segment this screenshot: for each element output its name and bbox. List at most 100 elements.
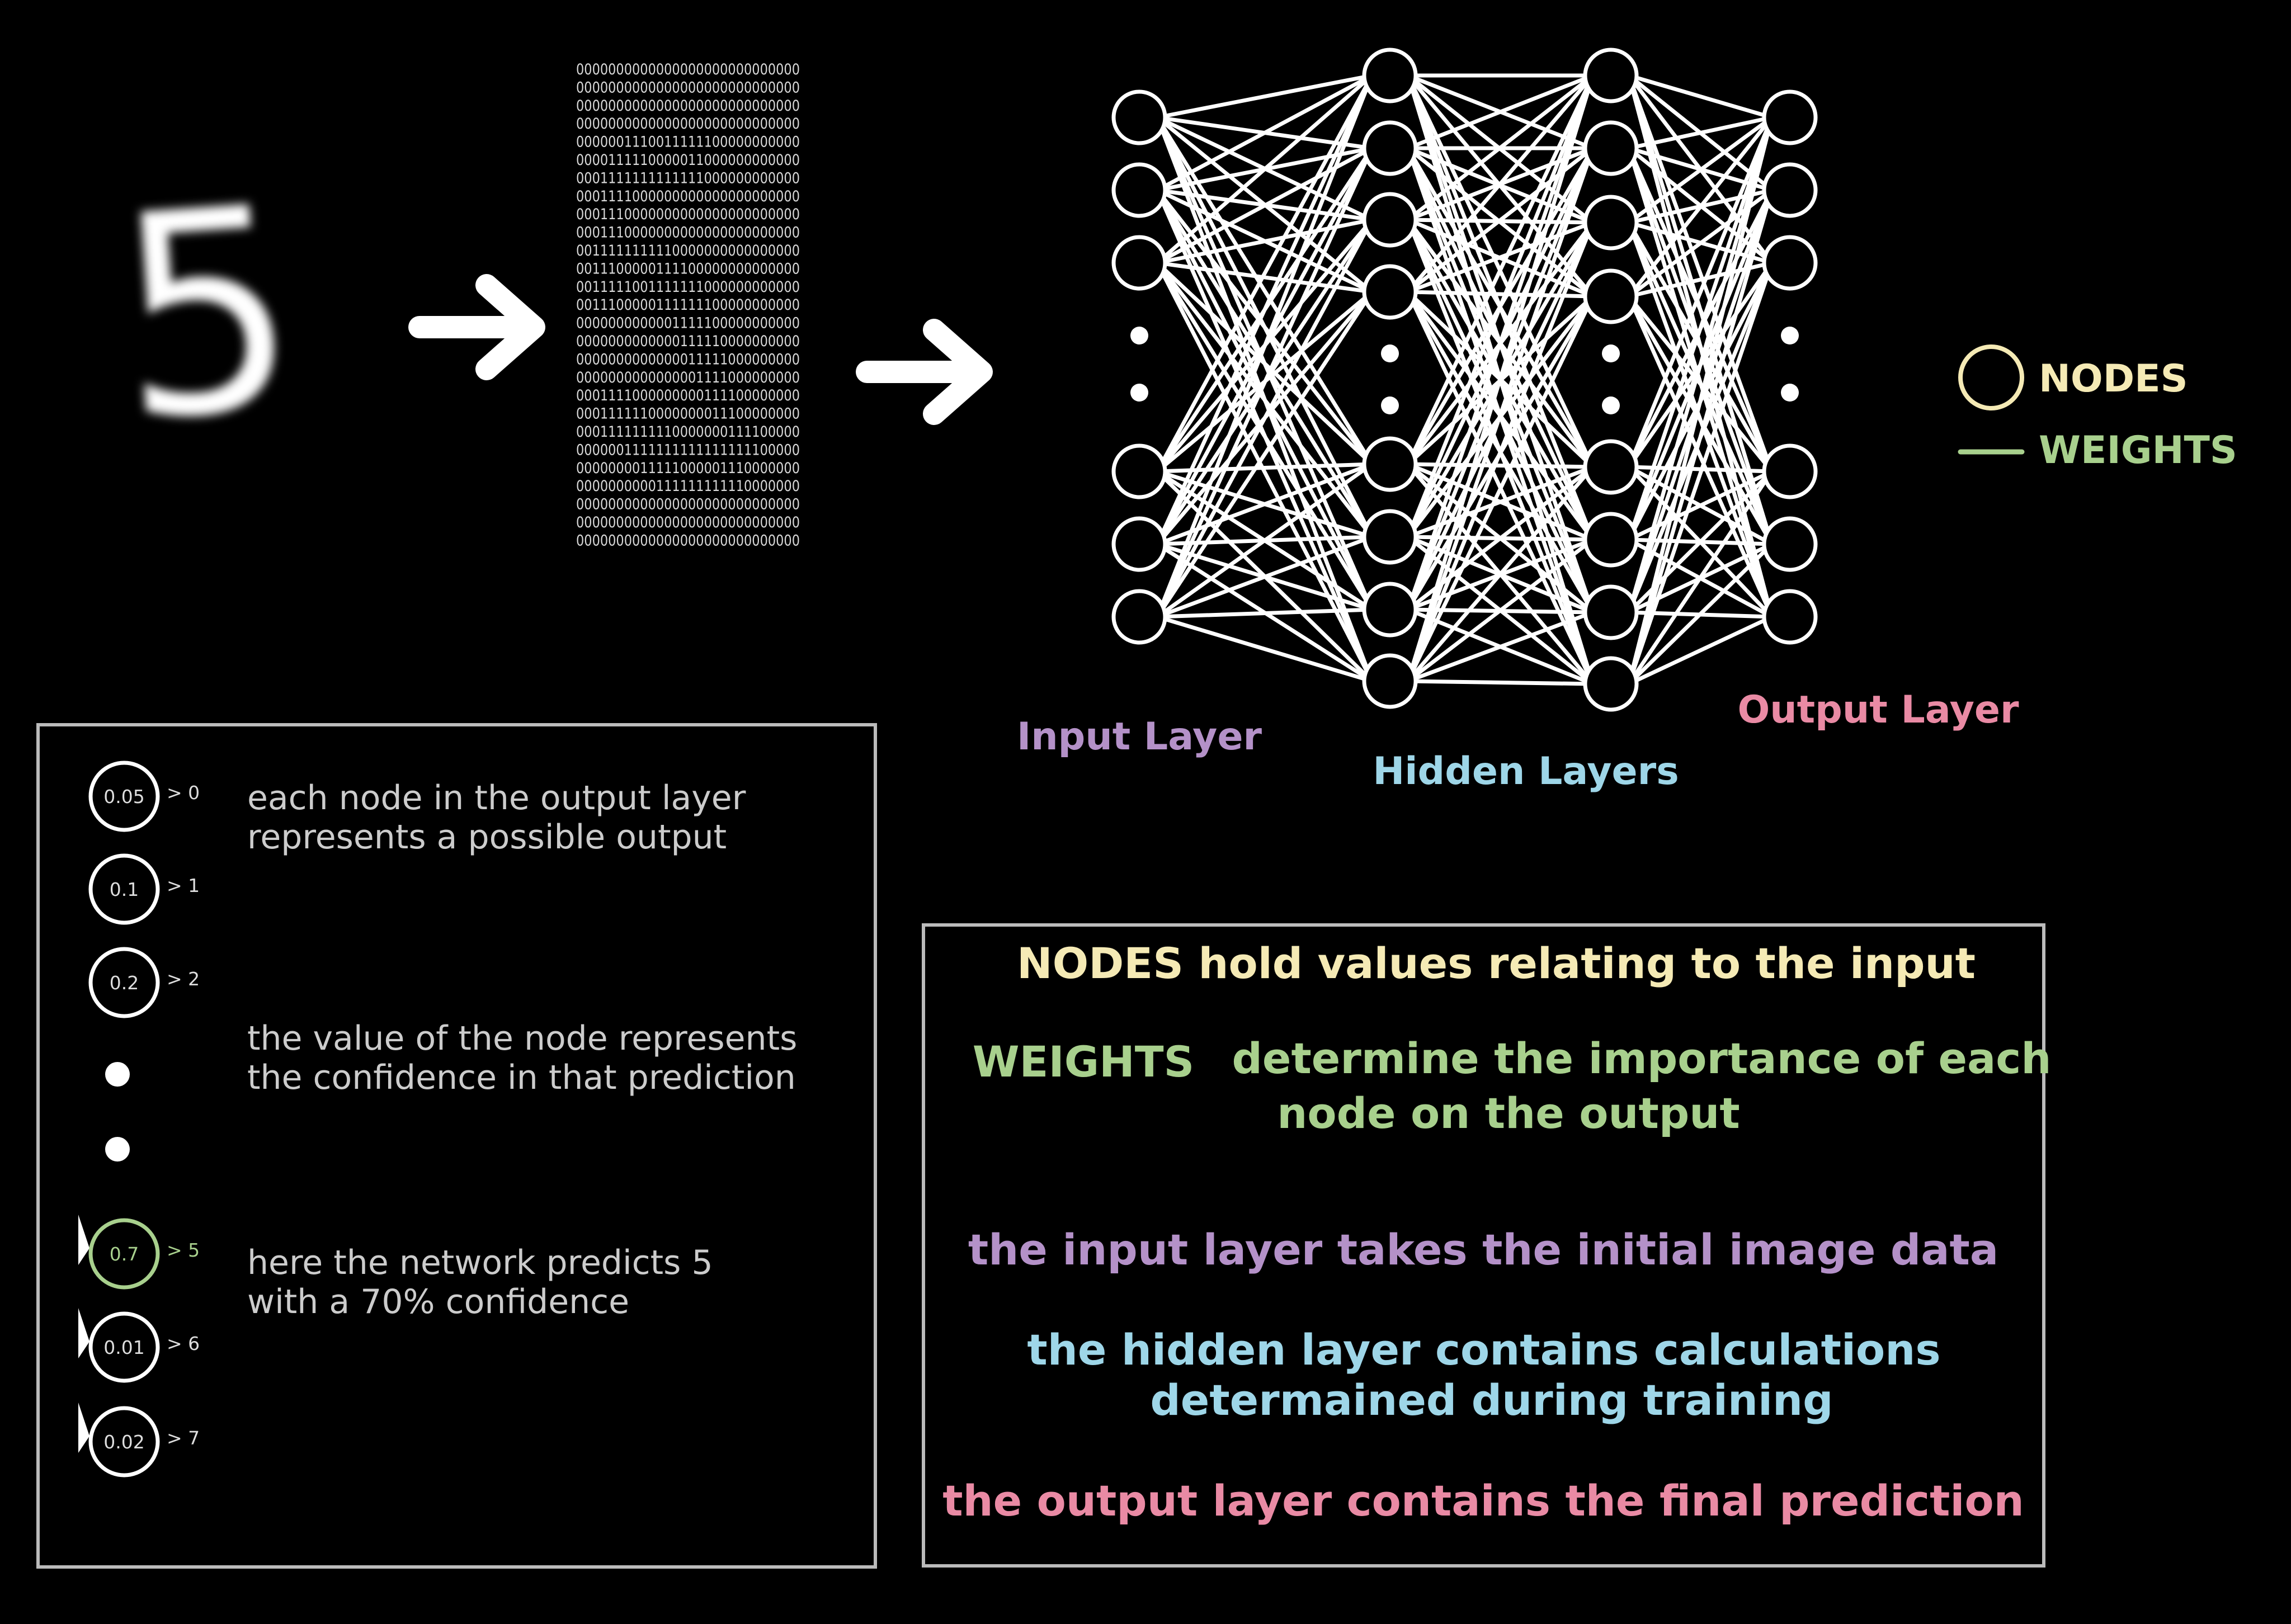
network-node [1762, 589, 1818, 645]
network-node [1362, 436, 1418, 492]
output-node-circle [88, 1406, 160, 1477]
network-node [1111, 235, 1167, 291]
matrix-row: 0000000000000000000000000000 [576, 514, 800, 531]
network-node [1362, 192, 1418, 248]
panel-note: the value of the node represents the con… [247, 1019, 797, 1097]
weight-line [1156, 219, 1374, 618]
weights-word: WEIGHTS [973, 1037, 1195, 1087]
weight-line [1628, 116, 1773, 224]
weight-line [1627, 116, 1774, 541]
matrix-row: 0000000000000000000000000000 [576, 115, 800, 133]
network-node [1362, 582, 1418, 638]
output-node-value: 0.02 [103, 1431, 144, 1453]
note-line: the value of the node represents [247, 1019, 797, 1058]
network-node [1762, 516, 1818, 572]
matrix-row: 0001111110000000011100000000 [576, 405, 800, 423]
output-node-label: > 6 [167, 1333, 200, 1354]
network-node [1762, 443, 1818, 499]
matrix-row: 0011111001111111000000000000 [576, 278, 800, 296]
weight-line [1408, 679, 1593, 686]
weight-line [1156, 116, 1374, 465]
matrix-row: 0001111000000000000000000000 [576, 188, 800, 205]
ellipsis-dot [1602, 344, 1620, 362]
network-node [1362, 48, 1418, 103]
network-node [1111, 443, 1167, 499]
weight-line [1407, 73, 1594, 150]
incoming-weight-icon [78, 1308, 89, 1358]
output-node-label: > 1 [167, 875, 200, 896]
network-node [1583, 120, 1639, 176]
weight-line [1627, 295, 1774, 473]
output-layer-definition: the output layer contains the final pred… [942, 1476, 2024, 1526]
weight-line [1156, 462, 1373, 619]
matrix-row: 0000000000001111100000000000 [576, 315, 800, 332]
handwritten-digit: 5 [107, 146, 307, 483]
panel-note: here the network predicts 5 with a 70% c… [247, 1243, 713, 1321]
incoming-weight-icon [78, 1215, 89, 1265]
weight-line [1627, 116, 1774, 298]
output-node-circle [88, 1311, 160, 1383]
weight-line [1627, 295, 1774, 618]
matrix-row: 0001111111110000000111100000 [576, 423, 800, 441]
weight-line [1627, 470, 1774, 685]
weight-line [1627, 117, 1774, 613]
matrix-row: 0000000011111000001110000000 [576, 460, 800, 477]
output-node-list: 0.05 > 0 0.1 > 1 0.2 > 2 0.7 > 5 0.01 > 6 0.02 > 7 [78, 761, 200, 1477]
output-node-circle [88, 853, 160, 925]
arrow-icon [856, 319, 993, 425]
weight-line [1627, 190, 1774, 684]
weight-line [1627, 295, 1774, 545]
weight-line [1627, 117, 1774, 684]
weight-line [1156, 188, 1374, 466]
output-node-label: > 0 [167, 782, 200, 804]
matrix-row: 0001111000000000111100000000 [576, 387, 800, 404]
ellipsis-dot [1381, 396, 1399, 414]
matrix-row: 0000000000000000000000000000 [576, 496, 800, 513]
note-line: the confidence in that prediction [247, 1058, 796, 1097]
network-node [1583, 48, 1639, 103]
network-node [1111, 162, 1167, 218]
weights-definition-line2: node on the output [1277, 1088, 1740, 1138]
weight-line [1156, 291, 1374, 618]
weight-line [1406, 74, 1595, 294]
matrix-row: 0001110000000000000000000000 [576, 206, 800, 223]
network-nodes [1111, 48, 1818, 712]
ellipsis-dot [1781, 327, 1799, 344]
output-node-circle [88, 1218, 160, 1290]
network-node [1362, 653, 1418, 709]
hidden-layer-definition-line2: determained during training [1150, 1375, 1833, 1425]
weight-line [1406, 221, 1595, 682]
network-node [1362, 264, 1418, 320]
pixel-matrix: 0000000000000000000000000000000000000000… [576, 61, 800, 549]
note-line: represents a possible output [247, 818, 727, 857]
network-node [1583, 512, 1639, 568]
weight-line [1157, 73, 1373, 120]
output-node-label: > 2 [167, 968, 200, 990]
weight-line [1157, 615, 1373, 683]
matrix-row: 0000001110011111100000000000 [576, 134, 800, 151]
arrow-icon [408, 274, 545, 380]
weight-line [1156, 74, 1374, 545]
weight-line [1406, 74, 1595, 611]
weight-line [1627, 262, 1774, 685]
incoming-weight-icon [78, 1403, 89, 1453]
output-node: 0.1 > 1 [88, 853, 200, 925]
network-node [1762, 235, 1818, 291]
nodes-definition: NODES hold values relating to the input [1017, 938, 1976, 988]
weight-line [1628, 615, 1773, 686]
matrix-row: 0000000000000000000000000000 [576, 61, 800, 78]
weight-line [1156, 74, 1374, 265]
legend-nodes-label: NODES [2039, 357, 2188, 401]
weight-line [1156, 535, 1373, 619]
output-node-value: 0.1 [110, 879, 139, 900]
output-node-circle [88, 761, 160, 832]
network-node [1583, 268, 1639, 324]
network-node [1111, 589, 1167, 645]
input-layer-label: Input Layer [1017, 715, 1262, 759]
network-node [1362, 120, 1418, 176]
note-line: here the network predicts 5 [247, 1243, 713, 1282]
output-node: 0.01 > 6 [78, 1308, 200, 1383]
weight-line [1406, 295, 1595, 682]
weight-line [1406, 465, 1595, 683]
